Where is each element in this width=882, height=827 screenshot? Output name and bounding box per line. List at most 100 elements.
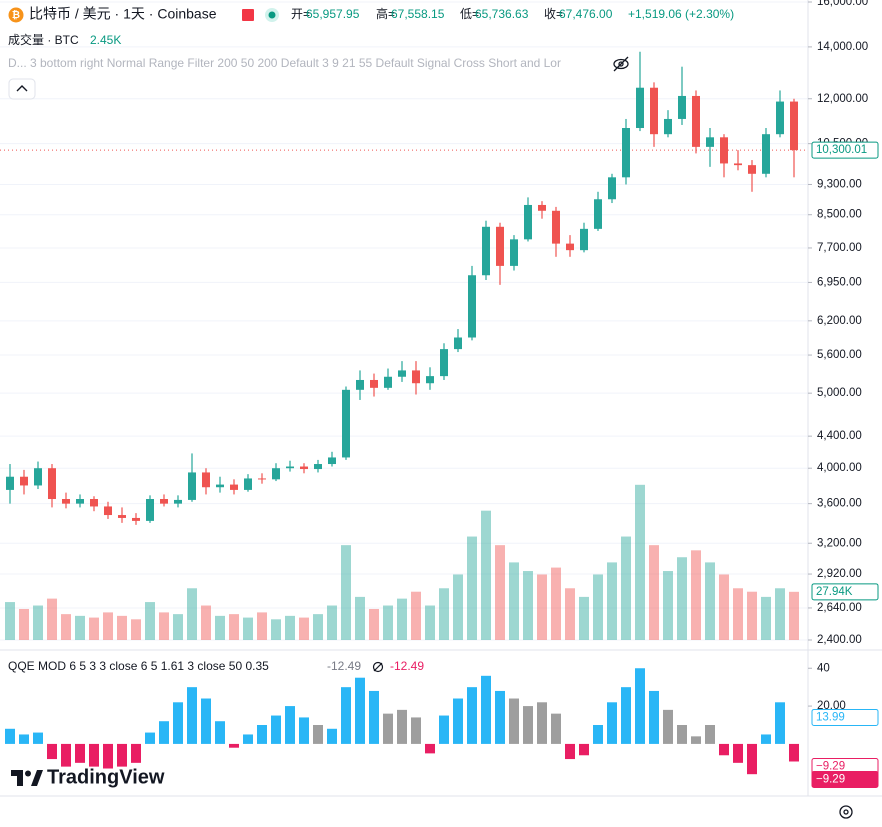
- ohlc-label: 低=: [460, 7, 479, 21]
- y-tick-label: 3,200.00: [817, 537, 862, 549]
- qqe-bar: [607, 702, 617, 744]
- qqe-bar: [481, 675, 491, 744]
- y-tick-label: 2,400.00: [817, 634, 862, 646]
- volume-bar: [47, 598, 57, 640]
- qqe-bar: [747, 743, 757, 775]
- qqe-value-label: −9.29: [816, 774, 845, 786]
- qqe-bar: [159, 721, 169, 744]
- y-tick-label: 6,950.00: [817, 276, 862, 288]
- qqe-bar: [369, 690, 379, 744]
- qqe-bar: [355, 677, 365, 744]
- qqe-value-label-box: [811, 770, 879, 788]
- candle-body: [20, 476, 28, 486]
- volume-bar: [495, 545, 505, 640]
- logo-icon: [11, 770, 43, 786]
- qqe-bar: [285, 706, 295, 744]
- volume-legend: 成交量 · BTC: [8, 32, 79, 47]
- y-tick-label: 3,600.00: [817, 498, 862, 510]
- y-tick-label: 14,000.00: [817, 41, 868, 53]
- volume-bar: [299, 617, 309, 640]
- grid: [0, 1, 808, 641]
- symbol-title: 比特币 / 美元 · 1天 · Coinbase: [29, 6, 217, 22]
- candle-body: [440, 349, 448, 377]
- ohlc-value: 67,558.15: [391, 7, 445, 21]
- qqe-bar: [663, 709, 673, 744]
- volume-bar: [677, 557, 687, 640]
- candle-body: [216, 484, 224, 488]
- volume-bar: [75, 615, 85, 640]
- y-tick-label: 2,640.00: [817, 602, 862, 614]
- candle-body: [300, 466, 308, 470]
- qqe-bar: [271, 715, 281, 744]
- y-tick-label: 2,920.00: [817, 568, 862, 580]
- last-volume-label: 27.94K: [816, 586, 853, 598]
- candle-body: [244, 478, 252, 490]
- qqe-bar: [117, 743, 127, 767]
- btc-icon: [8, 7, 24, 23]
- settings-icon[interactable]: [839, 805, 853, 819]
- plot: [5, 51, 799, 775]
- logo-text: TradingView: [47, 766, 165, 788]
- volume-bar: [649, 545, 659, 640]
- flag-icon[interactable]: [242, 9, 254, 21]
- candle-body: [6, 476, 14, 490]
- indicator-legend: D... 3 bottom right Normal Range Filter …: [8, 56, 561, 70]
- volume-bar: [173, 614, 183, 640]
- candle-body: [412, 370, 420, 384]
- candle-body: [370, 379, 378, 388]
- candle-body: [510, 239, 518, 266]
- volume-bar: [747, 591, 757, 640]
- volume-bar: [481, 510, 491, 640]
- qqe-bar: [201, 698, 211, 744]
- qqe-legend-value: -12.49: [390, 659, 424, 673]
- qqe-bar: [47, 743, 57, 760]
- candle-body: [230, 484, 238, 490]
- qqe-bar: [145, 732, 155, 744]
- volume-bar: [565, 588, 575, 640]
- candle-body: [580, 228, 588, 251]
- candle-body: [48, 468, 56, 500]
- candle-body: [678, 95, 686, 119]
- candle-body: [62, 499, 70, 504]
- y-tick-label: 40: [817, 662, 830, 674]
- qqe-bar: [229, 743, 239, 748]
- candle-body: [76, 499, 84, 504]
- qqe-bar: [719, 743, 729, 756]
- ohlc-label: 高=: [376, 6, 395, 21]
- eye-off-icon[interactable]: [613, 56, 629, 72]
- candle-body: [566, 243, 574, 251]
- y-tick-label: 5,600.00: [817, 349, 862, 361]
- qqe-bar: [537, 702, 547, 744]
- hidden-icon[interactable]: [372, 661, 384, 673]
- volume-bar: [467, 536, 477, 640]
- qqe-bar: [61, 743, 71, 767]
- qqe-value-label: 13.99: [816, 711, 845, 723]
- candle-body: [160, 499, 168, 504]
- qqe-bar: [411, 717, 421, 744]
- qqe-bar: [131, 743, 141, 763]
- y-tick-label: 12,000.00: [817, 93, 868, 105]
- y-tick-label: 16,000.00: [817, 0, 868, 8]
- volume-bar: [369, 608, 379, 640]
- volume-bar: [691, 550, 701, 640]
- volume-bar: [523, 571, 533, 640]
- candle-body: [552, 210, 560, 244]
- qqe-bar: [5, 728, 15, 744]
- qqe-bar: [425, 743, 435, 754]
- volume-bar: [775, 588, 785, 640]
- volume-bar: [425, 605, 435, 640]
- qqe-bar: [733, 743, 743, 763]
- qqe-bar: [621, 687, 631, 744]
- qqe-bar: [19, 734, 29, 744]
- candle-body: [790, 101, 798, 151]
- candle-body: [622, 128, 630, 178]
- qqe-value-label: −9.29: [816, 761, 845, 773]
- collapse-button[interactable]: [8, 78, 36, 100]
- qqe-bar: [523, 706, 533, 744]
- volume-bar: [439, 588, 449, 640]
- candle-body: [496, 226, 504, 266]
- candle-body: [146, 499, 154, 521]
- volume-bar: [453, 574, 463, 640]
